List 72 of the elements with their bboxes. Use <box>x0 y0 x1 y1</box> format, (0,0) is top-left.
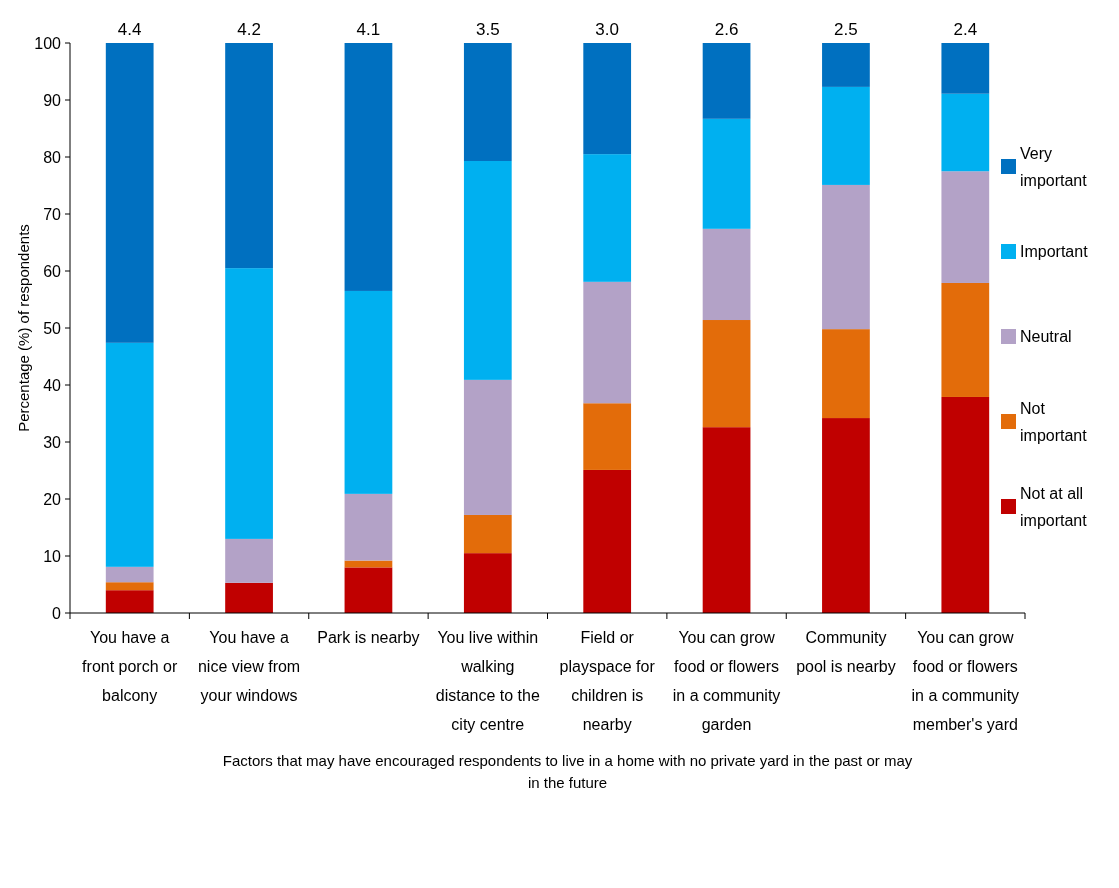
y-tick-label: 20 <box>43 490 62 508</box>
bar <box>702 118 751 229</box>
bar <box>583 154 632 282</box>
x-tick-label: Community pool is nearby <box>796 629 896 675</box>
y-tick-label: 50 <box>43 319 62 337</box>
annotation: 3.5 <box>475 20 500 39</box>
bar <box>344 290 393 494</box>
x-tick-label: You have a nice view from your windows <box>197 629 301 704</box>
annotation: 4.4 <box>117 20 142 39</box>
x-tick-label: Park is nearby <box>317 629 420 646</box>
bar <box>105 342 154 567</box>
y-tick-label: 80 <box>43 148 62 166</box>
annotation: 2.5 <box>834 20 858 39</box>
bar <box>941 396 990 613</box>
y-axis-title: Percentage (%) of respondents <box>15 224 33 432</box>
bar <box>463 514 512 554</box>
bar <box>344 567 393 613</box>
bar <box>344 493 393 561</box>
bar <box>463 553 512 613</box>
annotation: 3.0 <box>595 20 620 39</box>
x-tick-label: You can grow food or flowers in a community garden <box>672 629 781 733</box>
x-axis-title: Factors that may have encouraged respondents to live in a home with no private yard in the past or may in the future <box>222 752 913 791</box>
legend-label: Important <box>1020 242 1089 260</box>
y-tick-label: 60 <box>43 262 62 280</box>
bar <box>941 93 990 172</box>
annotation: 2.4 <box>953 20 978 39</box>
bar <box>822 418 870 613</box>
bar <box>583 469 632 613</box>
bar <box>583 281 632 404</box>
bar <box>822 184 870 330</box>
bar <box>105 43 154 343</box>
bar <box>941 171 990 283</box>
legend-label: Very important <box>1020 144 1088 189</box>
x-tick-label: You have a front porch or balcony <box>82 629 178 704</box>
bar <box>941 43 990 94</box>
bar <box>344 43 393 291</box>
bar <box>822 86 870 185</box>
legend-label: Neutral <box>1020 327 1072 345</box>
bar <box>583 403 632 470</box>
bar <box>463 43 512 161</box>
bar <box>105 582 154 591</box>
bar <box>463 379 512 515</box>
bar <box>225 582 273 613</box>
bar <box>702 228 751 321</box>
bar <box>822 43 870 87</box>
annotation: 4.2 <box>237 20 261 39</box>
bar <box>583 43 632 155</box>
y-tick-label: 40 <box>43 376 62 394</box>
bar <box>105 566 154 583</box>
y-tick-label: 90 <box>43 91 62 109</box>
legend-label: Not at all important <box>1020 484 1088 529</box>
bar <box>463 160 512 380</box>
x-tick-label: You live within walking distance to the city centre <box>435 629 540 733</box>
x-tick-label: Field or playspace for children is nearby <box>559 629 656 733</box>
bar <box>225 268 273 539</box>
x-tick-label: You can grow food or flowers in a community member's yard <box>911 629 1020 733</box>
y-tick-label: 30 <box>43 433 62 451</box>
bar <box>702 320 751 428</box>
y-tick-label: 100 <box>34 34 62 52</box>
bar <box>225 43 273 269</box>
legend-label: Not important <box>1020 399 1088 444</box>
annotation: 4.1 <box>356 20 381 39</box>
bar <box>105 590 154 613</box>
bar <box>702 43 751 119</box>
bar <box>225 538 273 583</box>
annotation: 2.6 <box>714 20 739 39</box>
bar <box>941 282 990 397</box>
bar <box>822 329 870 419</box>
y-tick-label: 10 <box>43 547 62 565</box>
y-tick-label: 70 <box>43 205 62 223</box>
y-tick-label: 0 <box>52 604 62 622</box>
bar <box>702 427 751 613</box>
